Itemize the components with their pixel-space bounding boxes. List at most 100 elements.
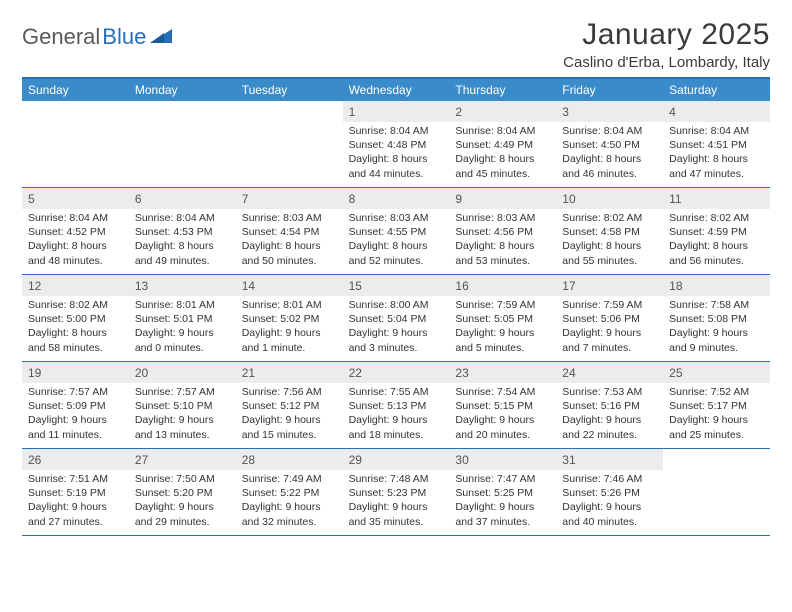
calendar-cell: 7 Sunrise: 8:03 AMSunset: 4:54 PMDaylight…	[236, 188, 343, 274]
calendar-cell: 23Sunrise: 7:54 AMSunset: 5:15 PMDayligh…	[449, 362, 556, 448]
daylight1-text: Daylight: 8 hours	[349, 152, 444, 166]
cell-body: Sunrise: 7:52 AMSunset: 5:17 PMDaylight:…	[663, 383, 770, 446]
sunset-text: Sunset: 4:49 PM	[455, 138, 550, 152]
daylight2-text: and 50 minutes.	[242, 254, 337, 268]
daylight1-text: Daylight: 9 hours	[562, 500, 657, 514]
daylight2-text: and 7 minutes.	[562, 341, 657, 355]
daylight1-text: Daylight: 8 hours	[28, 326, 123, 340]
sunset-text: Sunset: 5:23 PM	[349, 486, 444, 500]
sunset-text: Sunset: 4:53 PM	[135, 225, 230, 239]
sunrise-text: Sunrise: 7:57 AM	[28, 385, 123, 399]
daynum-row: 12	[22, 275, 129, 296]
day-number: 4	[669, 105, 676, 119]
sunrise-text: Sunrise: 7:50 AM	[135, 472, 230, 486]
cell-body: Sunrise: 8:02 AMSunset: 4:58 PMDaylight:…	[556, 209, 663, 272]
calendar-cell	[663, 449, 770, 535]
daylight2-text: and 25 minutes.	[669, 428, 764, 442]
daylight1-text: Daylight: 9 hours	[28, 500, 123, 514]
sunrise-text: Sunrise: 7:57 AM	[135, 385, 230, 399]
daylight2-text: and 47 minutes.	[669, 167, 764, 181]
sunset-text: Sunset: 5:19 PM	[28, 486, 123, 500]
day-number: 29	[349, 453, 362, 467]
week-row: 12Sunrise: 8:02 AMSunset: 5:00 PMDayligh…	[22, 275, 770, 362]
daylight1-text: Daylight: 9 hours	[455, 500, 550, 514]
cell-body: Sunrise: 7:48 AMSunset: 5:23 PMDaylight:…	[343, 470, 450, 533]
day-number: 11	[669, 192, 681, 206]
calendar-cell: 30Sunrise: 7:47 AMSunset: 5:25 PMDayligh…	[449, 449, 556, 535]
daylight1-text: Daylight: 8 hours	[669, 152, 764, 166]
calendar-cell: 3Sunrise: 8:04 AMSunset: 4:50 PMDaylight…	[556, 101, 663, 187]
day-number: 2	[455, 105, 462, 119]
day-header-tue: Tuesday	[236, 79, 343, 101]
location: Caslino d'Erba, Lombardy, Italy	[563, 54, 770, 71]
daynum-row: 13	[129, 275, 236, 296]
daynum-row: 26	[22, 449, 129, 470]
sunset-text: Sunset: 5:10 PM	[135, 399, 230, 413]
calendar-cell: 13Sunrise: 8:01 AMSunset: 5:01 PMDayligh…	[129, 275, 236, 361]
sunrise-text: Sunrise: 7:47 AM	[455, 472, 550, 486]
daynum-row: 18	[663, 275, 770, 296]
sunset-text: Sunset: 4:55 PM	[349, 225, 444, 239]
daylight2-text: and 22 minutes.	[562, 428, 657, 442]
calendar-cell: 20Sunrise: 7:57 AMSunset: 5:10 PMDayligh…	[129, 362, 236, 448]
day-number: 15	[349, 279, 362, 293]
calendar-cell: 19Sunrise: 7:57 AMSunset: 5:09 PMDayligh…	[22, 362, 129, 448]
daynum-row: 19	[22, 362, 129, 383]
cell-body: Sunrise: 8:03 AMSunset: 4:54 PMDaylight:…	[236, 209, 343, 272]
cell-body: Sunrise: 7:59 AMSunset: 5:05 PMDaylight:…	[449, 296, 556, 359]
daylight1-text: Daylight: 9 hours	[242, 413, 337, 427]
cell-body: Sunrise: 7:47 AMSunset: 5:25 PMDaylight:…	[449, 470, 556, 533]
day-number: 3	[562, 105, 569, 119]
day-header-sat: Saturday	[663, 79, 770, 101]
sunrise-text: Sunrise: 7:53 AM	[562, 385, 657, 399]
daylight2-text: and 13 minutes.	[135, 428, 230, 442]
daynum-row: 7	[236, 188, 343, 209]
sunrise-text: Sunrise: 7:58 AM	[669, 298, 764, 312]
cell-body: Sunrise: 8:02 AMSunset: 5:00 PMDaylight:…	[22, 296, 129, 359]
sunset-text: Sunset: 5:26 PM	[562, 486, 657, 500]
sunset-text: Sunset: 4:52 PM	[28, 225, 123, 239]
daylight2-text: and 40 minutes.	[562, 515, 657, 529]
daylight1-text: Daylight: 9 hours	[669, 413, 764, 427]
day-header-thu: Thursday	[449, 79, 556, 101]
daylight2-text: and 27 minutes.	[28, 515, 123, 529]
daylight2-text: and 56 minutes.	[669, 254, 764, 268]
day-number: 19	[28, 366, 41, 380]
day-number: 6	[135, 192, 142, 206]
daynum-row: 17	[556, 275, 663, 296]
week-row: 26Sunrise: 7:51 AMSunset: 5:19 PMDayligh…	[22, 449, 770, 536]
sunset-text: Sunset: 5:02 PM	[242, 312, 337, 326]
daylight1-text: Daylight: 9 hours	[28, 413, 123, 427]
cell-body: Sunrise: 8:04 AMSunset: 4:53 PMDaylight:…	[129, 209, 236, 272]
sunrise-text: Sunrise: 8:03 AM	[242, 211, 337, 225]
daynum-row: 23	[449, 362, 556, 383]
daylight2-text: and 35 minutes.	[349, 515, 444, 529]
cell-body: Sunrise: 8:01 AMSunset: 5:02 PMDaylight:…	[236, 296, 343, 359]
sunrise-text: Sunrise: 7:51 AM	[28, 472, 123, 486]
calendar-cell: 4Sunrise: 8:04 AMSunset: 4:51 PMDaylight…	[663, 101, 770, 187]
calendar-cell: 28Sunrise: 7:49 AMSunset: 5:22 PMDayligh…	[236, 449, 343, 535]
sunrise-text: Sunrise: 7:54 AM	[455, 385, 550, 399]
week-row: 1Sunrise: 8:04 AMSunset: 4:48 PMDaylight…	[22, 101, 770, 188]
calendar-cell: 24Sunrise: 7:53 AMSunset: 5:16 PMDayligh…	[556, 362, 663, 448]
sunset-text: Sunset: 4:58 PM	[562, 225, 657, 239]
calendar-cell: 31Sunrise: 7:46 AMSunset: 5:26 PMDayligh…	[556, 449, 663, 535]
daylight2-text: and 32 minutes.	[242, 515, 337, 529]
sunset-text: Sunset: 4:51 PM	[669, 138, 764, 152]
header: GeneralBlue January 2025 Caslino d'Erba,…	[22, 18, 770, 71]
day-number: 7	[242, 192, 249, 206]
day-header-fri: Friday	[556, 79, 663, 101]
daynum-row: 21	[236, 362, 343, 383]
cell-body: Sunrise: 8:01 AMSunset: 5:01 PMDaylight:…	[129, 296, 236, 359]
daynum-row: 16	[449, 275, 556, 296]
cell-body: Sunrise: 7:55 AMSunset: 5:13 PMDaylight:…	[343, 383, 450, 446]
day-number: 8	[349, 192, 356, 206]
calendar-cell: 6 Sunrise: 8:04 AMSunset: 4:53 PMDaylight…	[129, 188, 236, 274]
day-number: 14	[242, 279, 255, 293]
logo-text-general: General	[22, 24, 100, 50]
sunrise-text: Sunrise: 8:04 AM	[455, 124, 550, 138]
daylight1-text: Daylight: 8 hours	[562, 239, 657, 253]
daylight1-text: Daylight: 9 hours	[349, 500, 444, 514]
daylight1-text: Daylight: 8 hours	[349, 239, 444, 253]
sunrise-text: Sunrise: 7:59 AM	[455, 298, 550, 312]
